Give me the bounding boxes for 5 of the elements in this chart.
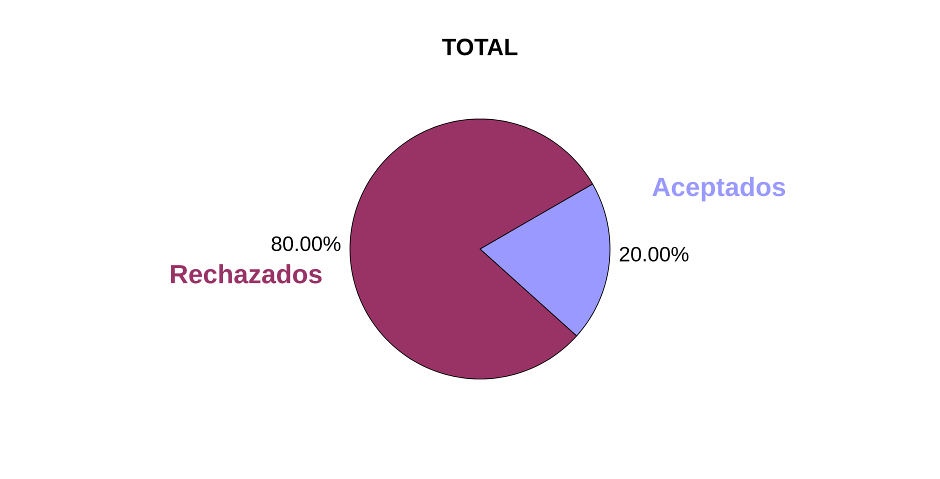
chart-title: TOTAL: [442, 38, 518, 56]
slice-label: Rechazados: [171, 264, 322, 284]
data-label: 20.00%: [620, 246, 688, 262]
data-label: 80.00%: [272, 236, 340, 252]
slice-label: Aceptados: [652, 176, 786, 202]
